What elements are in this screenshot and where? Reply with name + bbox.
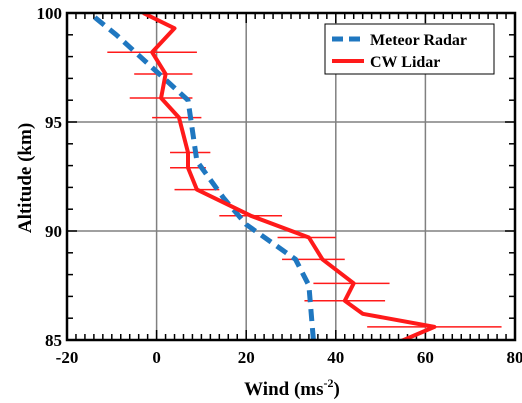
x-tick-label: 20 xyxy=(238,348,255,367)
x-axis-label: Wind (ms-2) xyxy=(244,376,340,400)
x-tick-label: -20 xyxy=(56,348,79,367)
y-tick-label: 100 xyxy=(37,4,63,23)
x-tick-label: 0 xyxy=(152,348,161,367)
x-tick-label: 40 xyxy=(327,348,344,367)
x-axis-label-superscript: -2 xyxy=(324,376,334,390)
tick-labels: -20 0 20 40 60 80 85 90 95 100 xyxy=(37,4,522,367)
x-tick-label: 80 xyxy=(507,348,522,367)
series-layer xyxy=(87,13,502,340)
series-line-meteor-radar xyxy=(87,13,316,340)
plot-frame xyxy=(65,11,517,342)
legend-label-meteor-radar: Meteor Radar xyxy=(370,32,467,49)
legend-box xyxy=(324,23,495,75)
legend-label-cw-lidar: CW Lidar xyxy=(370,54,440,71)
legend: Meteor Radar CW Lidar xyxy=(324,23,495,75)
y-tick-label: 95 xyxy=(45,113,62,132)
plot-area xyxy=(87,13,502,340)
series-line-cw-lidar xyxy=(142,13,437,340)
y-axis-label: Altitude (km) xyxy=(15,123,36,233)
y-tick-label: 85 xyxy=(45,331,62,350)
y-tick-label: 90 xyxy=(45,222,62,241)
x-tick-label: 60 xyxy=(417,348,434,367)
